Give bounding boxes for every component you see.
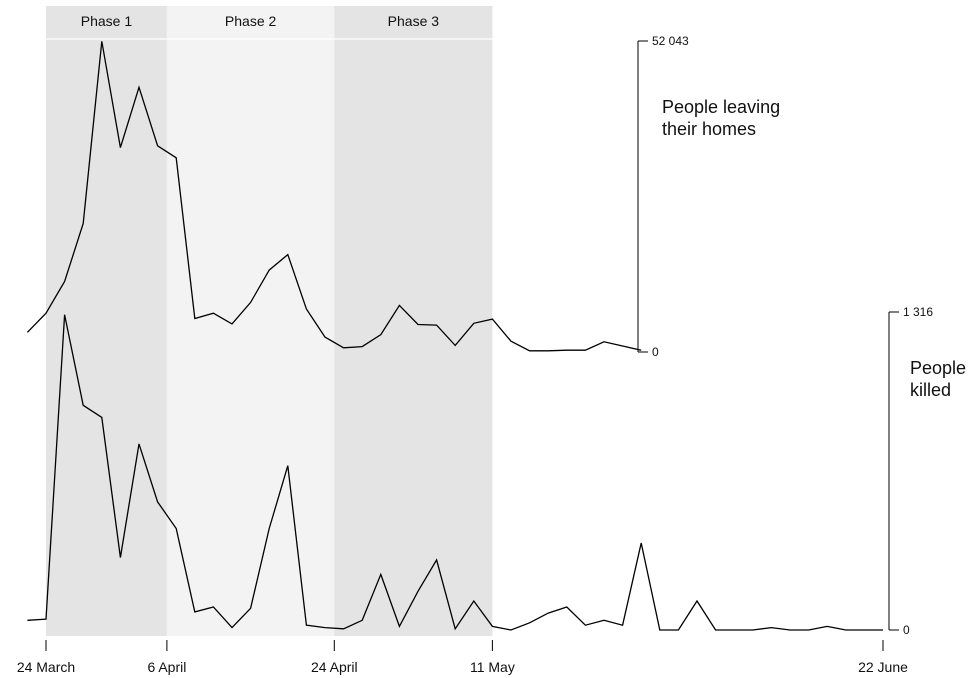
x-tick-label: 24 April (311, 659, 358, 675)
series-label-line: their homes (662, 119, 756, 139)
phase-band-3 (334, 6, 493, 636)
phase-label: Phase 1 (81, 13, 133, 29)
series-label-line: People (910, 358, 966, 378)
x-tick-label: 24 March (17, 659, 75, 675)
y-tick-label: 0 (903, 623, 910, 637)
y-tick-label: 52 043 (652, 34, 689, 48)
series-label: People leaving their homes (662, 97, 780, 139)
phase-label: Phase 3 (388, 13, 440, 29)
series-label: People killed (910, 358, 966, 400)
y-axes: 52 043 0 People leaving their homes 1 316 0 Pe… (637, 34, 966, 637)
series-label-line: killed (910, 380, 951, 400)
series-line-1 (26, 41, 642, 352)
x-axis: 24 March 6 April 24 April 11 May 22 June (17, 640, 908, 675)
x-tick-label: 22 June (858, 659, 908, 675)
x-tick-label: 11 May (470, 659, 515, 675)
phase-band-2 (166, 6, 335, 636)
y-tick-label: 0 (652, 345, 659, 359)
phase-label: Phase 2 (225, 13, 277, 29)
series-label-line: People leaving (662, 97, 780, 117)
phase-bands: Phase 1 Phase 2 Phase 3 (46, 6, 493, 636)
y-tick-label: 1 316 (903, 305, 933, 319)
x-tick-label: 6 April (147, 659, 186, 675)
series-lines (26, 41, 884, 631)
